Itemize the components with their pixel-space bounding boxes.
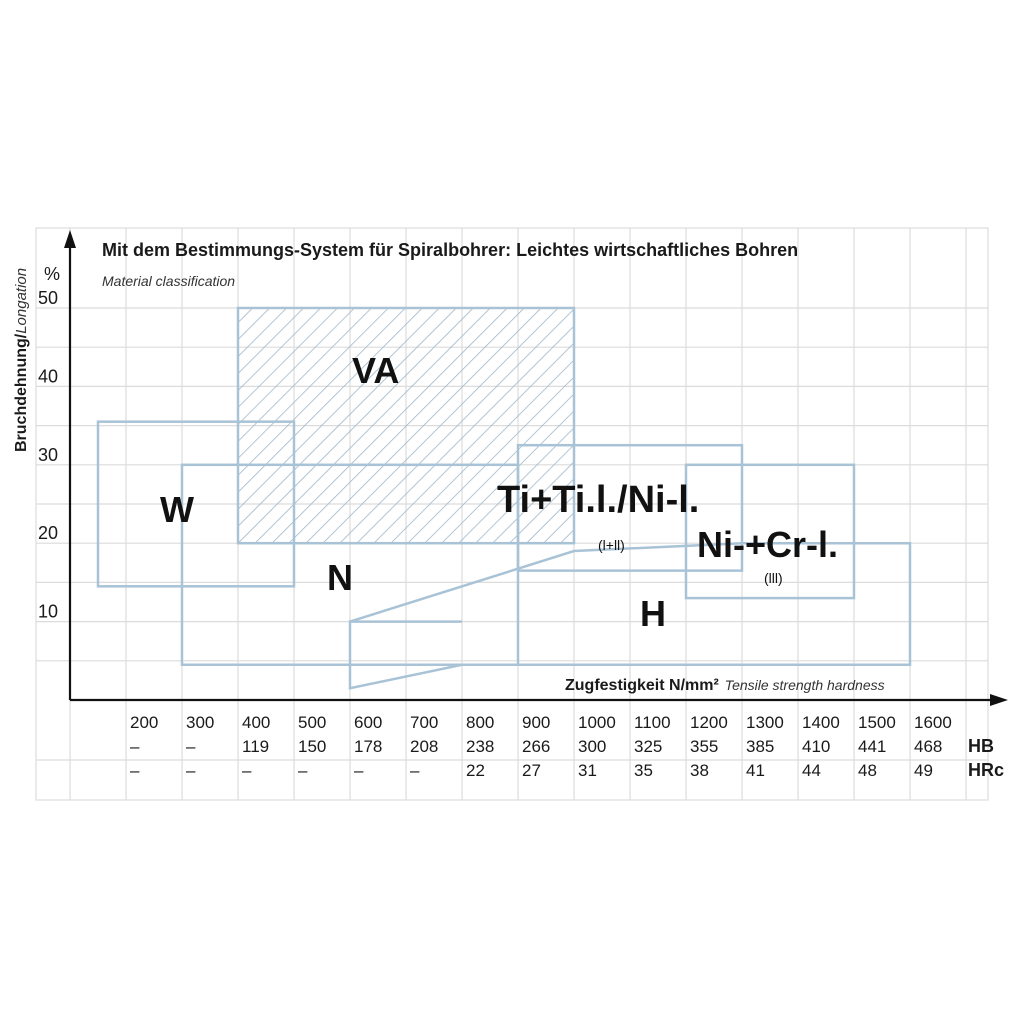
x-tick-label: 900 [522, 713, 550, 732]
y-tick-label: 30 [38, 445, 58, 465]
x-axis-label-de: Zugfestigkeit N/mm² [565, 677, 719, 694]
x-axis-label: Zugfestigkeit N/mm² Tensile strength hard… [565, 677, 885, 694]
region-sublabel: (l+ll) [598, 537, 625, 553]
chart-title: Mit dem Bestimmungs-System für Spiralboh… [102, 240, 798, 260]
region-label: Ni-+Cr-l. [697, 524, 838, 565]
x-tick-label: 1100 [634, 713, 671, 732]
grid-frame [35, 227, 989, 801]
hb-value: 119 [242, 737, 269, 756]
x-tick-label: 1200 [690, 713, 728, 732]
x-tick-label: 800 [466, 713, 494, 732]
region-sublabel: (lll) [764, 570, 783, 586]
hb-value: 266 [522, 737, 550, 756]
axes [64, 230, 1008, 706]
hb-value: 385 [746, 737, 774, 756]
region-h [348, 541, 912, 690]
tick-labels: 200 – – 300 – – 400 119 – 500 150 – 600 178 – 700 208 – 80… [38, 288, 952, 780]
y-tick-label: 10 [38, 602, 58, 622]
hrc-value: – [298, 761, 308, 780]
hrc-value: – [242, 761, 252, 780]
hrc-value: – [354, 761, 364, 780]
x-tick-label: 1000 [578, 713, 616, 732]
x-tick-label: 500 [298, 713, 326, 732]
region-label: VA [352, 350, 399, 391]
hb-value: 300 [578, 737, 606, 756]
hb-value: 150 [298, 737, 326, 756]
hrc-value: 38 [690, 761, 709, 780]
y-tick-label: 20 [38, 523, 58, 543]
x-tick-label: 1400 [802, 713, 840, 732]
region-label: W [160, 489, 194, 530]
x-tick-label: 1300 [746, 713, 784, 732]
y-axis-label-en: Longation [13, 268, 30, 334]
hrc-value: 22 [466, 761, 485, 780]
region-labels: VA W N Ti+Ti.l./Ni-l. (l+ll) Ni-+Cr-l. (lll) H [160, 350, 838, 634]
region-3 [516, 443, 744, 572]
hb-value: – [186, 737, 196, 756]
x-tick-label: 400 [242, 713, 270, 732]
region-4 [684, 463, 856, 600]
y-tick-label: 40 [38, 366, 58, 386]
hrc-value: 44 [802, 761, 821, 780]
x-tick-label: 1600 [914, 713, 952, 732]
hb-row-label: HB [968, 736, 994, 756]
y-axis-label: Bruchdehnung/Longation [13, 268, 30, 452]
hb-value: 441 [858, 737, 886, 756]
hb-value: 178 [354, 737, 382, 756]
hb-value: 468 [914, 737, 942, 756]
x-tick-label: 700 [410, 713, 438, 732]
y-axis-label-de: Bruchdehnung/ [13, 333, 30, 452]
hb-value: – [130, 737, 140, 756]
hb-value: 325 [634, 737, 662, 756]
hb-value: 238 [466, 737, 494, 756]
region-label: H [640, 593, 666, 634]
hb-value: 410 [802, 737, 830, 756]
hb-value: 355 [690, 737, 718, 756]
hb-value: 208 [410, 737, 438, 756]
hrc-value: 27 [522, 761, 541, 780]
x-tick-label: 600 [354, 713, 382, 732]
region-label: N [327, 557, 353, 598]
hrc-value: 48 [858, 761, 877, 780]
chart-text: Mit dem Bestimmungs-System für Spiralboh… [13, 240, 1004, 780]
regions [96, 306, 912, 690]
x-tick-label: 300 [186, 713, 214, 732]
hrc-value: 31 [578, 761, 597, 780]
x-tick-label: 1500 [858, 713, 896, 732]
y-axis-arrow [64, 230, 76, 248]
hrc-value: 49 [914, 761, 933, 780]
x-axis-label-en: Tensile strength hardness [725, 677, 885, 693]
region-label: Ti+Ti.l./Ni-l. [497, 479, 699, 521]
y-tick-label: 50 [38, 288, 58, 308]
hrc-value: – [186, 761, 196, 780]
hrc-value: – [410, 761, 420, 780]
hrc-value: 35 [634, 761, 653, 780]
hrc-value: 41 [746, 761, 765, 780]
hrc-row-label: HRc [968, 760, 1004, 780]
hrc-value: – [130, 761, 140, 780]
x-axis-arrow [990, 694, 1008, 706]
x-tick-label: 200 [130, 713, 158, 732]
chart-subtitle: Material classification [102, 273, 235, 289]
y-unit: % [44, 264, 60, 284]
region-1 [96, 420, 296, 588]
